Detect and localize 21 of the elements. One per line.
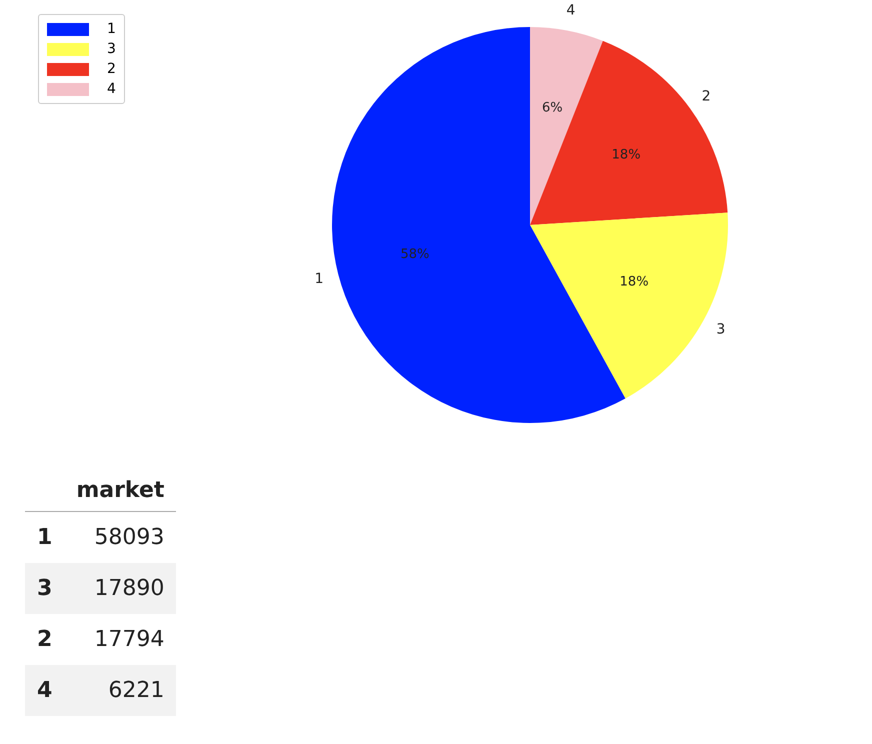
data-label: 6% (542, 100, 563, 116)
text: 17890 (64, 563, 176, 614)
slice-label: 2 (702, 88, 711, 105)
legend-label: 3 (106, 40, 116, 59)
data-label: 58% (400, 246, 430, 262)
text: 58093 (93, 524, 166, 552)
legend-label: 4 (106, 80, 116, 99)
category-label: 3 (37, 576, 52, 601)
slice-label: 4 (566, 2, 576, 19)
legend-label: 2 (106, 60, 116, 79)
category-label: 2 (37, 627, 52, 652)
legend-label: 1 (106, 20, 116, 39)
slice-label: 1 (314, 270, 324, 287)
text: 6221 (64, 665, 176, 716)
category-label: 1 (37, 525, 52, 550)
text: 17794 (93, 626, 166, 654)
category-label: 4 (37, 678, 52, 703)
data-label: 18% (612, 148, 641, 163)
slice-label: 3 (716, 322, 726, 338)
text: market (64, 470, 176, 512)
data-label: 18% (620, 274, 649, 290)
